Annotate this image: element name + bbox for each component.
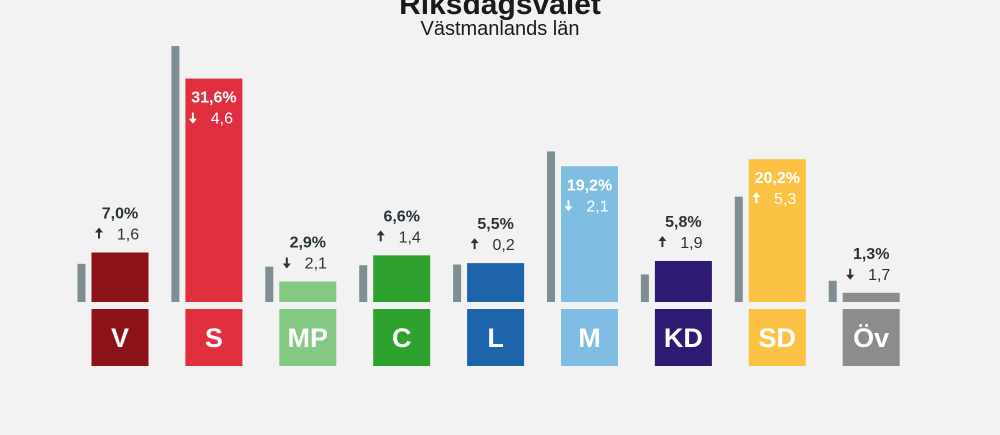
- value-label-c: 6,6%: [383, 208, 419, 225]
- party-tile-öv: [842, 309, 900, 366]
- party-label-l: L: [487, 323, 504, 353]
- change-label-mp: 2,1: [305, 255, 327, 272]
- party-label-kd: KD: [664, 323, 703, 353]
- bar-sd: [748, 159, 806, 302]
- change-arrow-s: [188, 112, 197, 124]
- change-label-kd: 1,9: [680, 235, 702, 252]
- change-label-l: 0,2: [492, 237, 514, 254]
- bar-öv: [842, 292, 900, 302]
- chart-title: Riksdagsvalet: [399, 0, 601, 21]
- bar-s: [185, 78, 243, 302]
- value-label-sd: 20,2%: [755, 170, 800, 187]
- change-arrow-v: [95, 227, 103, 239]
- previous-bar-s: [171, 46, 180, 303]
- value-label-s: 31,6%: [191, 90, 236, 107]
- bar-kd: [654, 260, 712, 302]
- bar-mp: [279, 281, 337, 302]
- party-label-sd: SD: [759, 323, 797, 353]
- party-tile-m: [561, 309, 618, 366]
- value-label-m: 19,2%: [567, 177, 612, 194]
- party-label-öv: Öv: [853, 323, 889, 353]
- party-label-m: M: [578, 323, 601, 353]
- party-tile-s: [185, 309, 243, 366]
- change-arrow-m: [564, 200, 573, 212]
- change-arrow-kd: [658, 235, 667, 247]
- chart-subtitle: Västmanlands län: [420, 18, 580, 40]
- bar-m: [561, 166, 618, 302]
- value-label-mp: 2,9%: [290, 234, 326, 251]
- party-tile-l: [467, 309, 525, 366]
- previous-bar-kd: [640, 274, 649, 302]
- change-arrow-mp: [282, 257, 291, 269]
- previous-bar-l: [453, 264, 462, 302]
- previous-bar-c: [359, 265, 368, 302]
- change-label-m: 2,1: [586, 198, 608, 215]
- change-arrow-l: [470, 238, 479, 250]
- party-tile-sd: [748, 309, 806, 366]
- party-label-mp: MP: [288, 323, 329, 353]
- previous-bar-sd: [734, 196, 743, 302]
- previous-bar-mp: [265, 266, 274, 302]
- change-label-s: 4,6: [211, 111, 233, 128]
- change-arrow-sd: [752, 192, 761, 204]
- previous-bar-m: [547, 151, 555, 302]
- change-label-öv: 1,7: [868, 267, 890, 284]
- value-label-v: 7,0%: [102, 206, 138, 223]
- change-label-sd: 5,3: [774, 191, 796, 208]
- party-label-c: C: [392, 323, 412, 353]
- party-tile-c: [373, 309, 431, 366]
- change-arrow-c: [376, 230, 385, 242]
- previous-bar-v: [77, 263, 86, 302]
- party-tile-mp: [279, 309, 337, 366]
- party-tile-v: [91, 309, 149, 366]
- bar-l: [467, 263, 525, 302]
- bar-v: [91, 252, 149, 302]
- bar-c: [373, 255, 431, 302]
- party-label-v: V: [111, 323, 129, 353]
- change-arrow-öv: [846, 268, 855, 280]
- value-label-öv: 1,3%: [853, 246, 889, 263]
- party-label-s: S: [205, 323, 223, 353]
- change-label-v: 1,6: [117, 227, 139, 244]
- change-label-c: 1,4: [399, 229, 421, 246]
- value-label-kd: 5,8%: [665, 214, 701, 231]
- party-tile-kd: [654, 309, 712, 366]
- previous-bar-öv: [828, 280, 837, 302]
- value-label-l: 5,5%: [477, 216, 513, 233]
